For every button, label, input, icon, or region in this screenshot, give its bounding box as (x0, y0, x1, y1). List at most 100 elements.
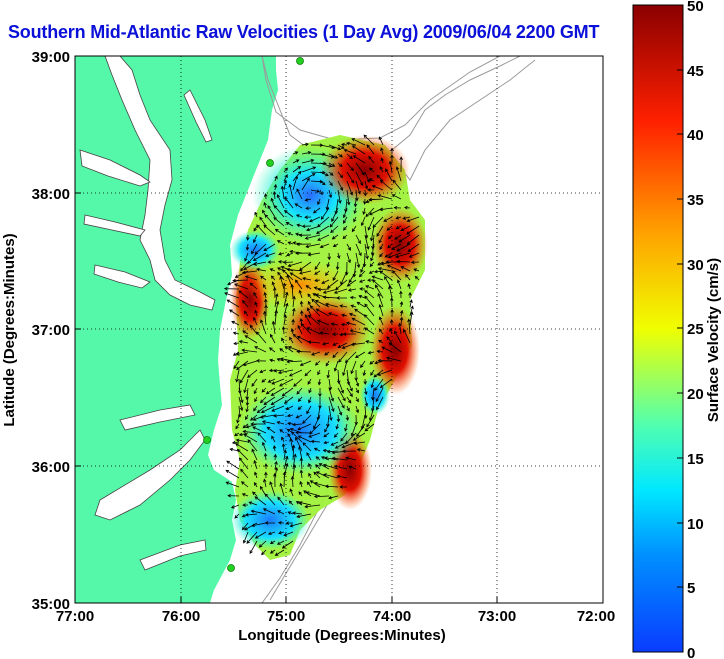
velocity-arrow (273, 453, 278, 461)
velocity-arrow (287, 511, 294, 515)
velocity-arrow (298, 270, 312, 275)
velocity-arrow (364, 295, 375, 308)
velocity-arrow (371, 279, 384, 290)
velocity-arrow (307, 293, 312, 299)
velocity-arrow (264, 463, 268, 469)
velocity-arrow (388, 342, 402, 353)
velocity-arrow (386, 336, 393, 344)
velocity-arrow (378, 303, 384, 317)
velocity-arrow (299, 300, 304, 308)
velocity-arrow (318, 463, 330, 470)
velocity-arrow (346, 252, 351, 264)
velocity-arrow (232, 351, 240, 356)
velocity-arrow (313, 414, 321, 430)
velocity-arrow (317, 369, 321, 376)
velocity-arrow (346, 180, 353, 196)
velocity-arrow (253, 405, 258, 412)
velocity-arrow (282, 269, 294, 281)
velocity-arrow (242, 423, 249, 429)
velocity-arrow (319, 189, 323, 196)
velocity-arrow (285, 222, 294, 227)
velocity-arrow (341, 313, 348, 318)
velocity-arrow (245, 405, 249, 413)
velocity-arrow (389, 327, 393, 335)
velocity-arrow (399, 309, 404, 317)
velocity-arrow (249, 282, 258, 290)
velocity-arrow (261, 387, 267, 393)
velocity-arrow (406, 234, 420, 245)
velocity-arrow (309, 423, 321, 435)
y-tick-label: 38:00 (32, 186, 70, 203)
velocity-arrow (284, 196, 294, 209)
velocity-arrow (344, 423, 348, 432)
velocity-arrow (377, 267, 393, 272)
velocity-arrow (363, 189, 368, 197)
velocity-arrow (370, 252, 375, 262)
velocity-arrow (304, 234, 321, 240)
velocity-arrow (378, 234, 384, 244)
velocity-arrow (326, 261, 330, 268)
velocity-arrow (337, 162, 343, 168)
velocity-arrow (315, 464, 321, 470)
velocity-arrow (366, 414, 375, 428)
velocity-arrow (272, 445, 277, 452)
velocity-arrow (295, 214, 303, 218)
velocity-arrow (371, 185, 384, 191)
velocity-arrow (296, 242, 312, 247)
velocity-arrow (259, 216, 267, 227)
velocity-arrow (332, 270, 339, 281)
velocity-arrow (300, 310, 304, 317)
velocity-arrow (311, 298, 321, 308)
velocity-arrow (252, 426, 267, 434)
velocity-arrow (363, 314, 375, 326)
velocity-arrow (362, 369, 367, 377)
velocity-arrow (298, 491, 303, 497)
velocity-arrow (307, 340, 321, 344)
y-axis-label: Latitude (Degrees:Minutes) (1, 233, 18, 426)
velocity-arrow (367, 188, 375, 192)
velocity-arrow (226, 460, 240, 470)
velocity-arrow (279, 275, 285, 290)
velocity-arrow (325, 360, 330, 367)
velocity-arrow (245, 243, 250, 251)
velocity-arrow (319, 171, 329, 177)
velocity-arrow (302, 442, 312, 452)
velocity-arrow (394, 330, 402, 344)
y-tick-label: 39:00 (32, 49, 70, 66)
x-tick-labels: 77:00 76:00 75:00 74:00 73:00 72:00 (56, 608, 615, 625)
velocity-arrow (289, 428, 303, 434)
velocity-arrow (394, 234, 402, 240)
velocity-arrow (244, 522, 258, 531)
velocity-arrow (340, 270, 348, 286)
velocity-arrow (336, 414, 341, 423)
velocity-arrow (249, 324, 258, 335)
velocity-arrow (251, 378, 258, 387)
velocity-arrow (369, 360, 375, 365)
velocity-arrow (276, 421, 285, 425)
chesapeake-bay (79, 56, 216, 571)
velocity-arrow (247, 439, 258, 452)
velocity-arrow (306, 481, 312, 488)
velocity-arrow (323, 440, 330, 445)
velocity-arrow (319, 180, 326, 186)
velocity-arrow (269, 481, 276, 497)
velocity-arrow (260, 405, 276, 413)
velocity-arrow (305, 243, 321, 249)
velocity-arrow (314, 261, 321, 270)
velocity-arrow (379, 207, 393, 212)
velocity-arrow (328, 153, 339, 159)
velocity-arrow (342, 216, 348, 224)
velocity-arrow (308, 462, 312, 470)
velocity-arrow (274, 175, 278, 182)
velocity-arrow (346, 396, 352, 404)
velocity-arrow (330, 322, 339, 326)
velocity-arrow (277, 521, 285, 525)
velocity-arrow (399, 156, 403, 173)
velocity-arrow (365, 285, 375, 290)
velocity-arrow (315, 456, 321, 461)
velocity-arrow (242, 330, 249, 335)
velocity-arrow (241, 522, 249, 531)
velocity-arrow (375, 387, 384, 403)
velocity-arrow (328, 312, 339, 317)
velocity-arrow (270, 396, 285, 406)
